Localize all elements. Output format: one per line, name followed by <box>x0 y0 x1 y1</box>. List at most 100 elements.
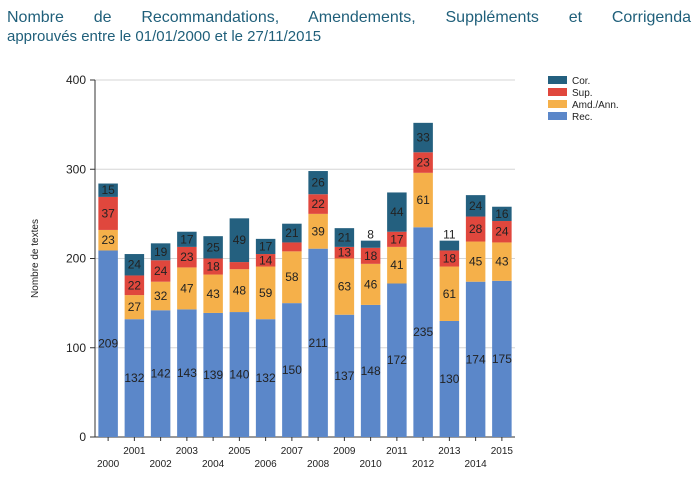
data-label: 21 <box>285 226 299 240</box>
x-tick-label: 2009 <box>333 446 356 457</box>
data-label: 143 <box>177 366 197 380</box>
data-label: 24 <box>495 225 509 239</box>
data-label: 23 <box>180 250 194 264</box>
x-tick-label: 2011 <box>386 446 408 457</box>
data-label: 43 <box>495 255 509 269</box>
data-label: 24 <box>469 199 483 213</box>
bar-segment <box>387 246 407 284</box>
bar-segment <box>124 254 145 276</box>
x-tick-label: 2001 <box>123 446 146 457</box>
bar-segment <box>439 240 460 251</box>
bar-segment <box>98 183 118 197</box>
bar-segment <box>255 238 276 255</box>
data-label: 209 <box>98 337 118 351</box>
bar-segment <box>492 206 512 222</box>
legend-swatch <box>548 100 567 108</box>
x-tick-label: 2003 <box>176 446 199 457</box>
data-label: 17 <box>259 239 273 253</box>
data-label: 137 <box>334 369 354 383</box>
x-tick-label: 2010 <box>360 459 383 470</box>
data-label: 18 <box>443 252 457 266</box>
data-label: 18 <box>364 249 378 263</box>
bar-segment <box>360 304 381 437</box>
data-label: 22 <box>128 278 142 292</box>
data-label: 45 <box>469 255 483 269</box>
bar-segment <box>387 283 407 437</box>
data-label: 47 <box>180 281 194 295</box>
bar-segment <box>465 216 486 242</box>
data-label: 18 <box>206 260 220 274</box>
bar-segment <box>334 258 355 315</box>
bar-segment <box>282 303 302 437</box>
data-label: 175 <box>492 352 512 366</box>
data-label: 150 <box>282 363 302 377</box>
bar-segment <box>465 281 486 437</box>
bar-segment <box>334 246 355 259</box>
bar-segment <box>413 227 433 437</box>
bar-segment <box>387 192 407 232</box>
legend-swatch <box>548 76 567 84</box>
data-label: 61 <box>443 287 457 301</box>
data-label: 25 <box>206 240 220 254</box>
data-label: 23 <box>101 233 115 247</box>
x-tick-label: 2000 <box>97 459 120 470</box>
bar-segment <box>150 281 171 311</box>
x-tick-label: 2015 <box>491 446 514 457</box>
data-label: 41 <box>390 258 404 272</box>
x-tick-label: 2013 <box>438 446 461 457</box>
data-label: 211 <box>309 336 328 350</box>
bar-segment <box>255 254 276 267</box>
y-tick-label: 0 <box>79 430 86 444</box>
data-label: 235 <box>413 325 433 339</box>
bar-segment <box>255 266 276 320</box>
bar-segment <box>282 223 302 243</box>
data-label: 61 <box>416 193 430 207</box>
x-tick-label: 2004 <box>202 459 225 470</box>
data-label: 148 <box>361 364 381 378</box>
chart-title: Nombre de Recommandations, Amendements, … <box>7 8 691 46</box>
chart-title-line-1: Nombre de Recommandations, Amendements, … <box>7 9 691 26</box>
bar-segment <box>255 319 276 437</box>
bar-segment <box>439 320 460 437</box>
data-label: 21 <box>338 231 352 245</box>
data-label: 174 <box>466 352 486 366</box>
data-label: 63 <box>338 280 352 294</box>
data-label: 130 <box>439 372 459 386</box>
data-label: 14 <box>259 253 273 267</box>
bar-segment <box>360 263 381 305</box>
legend-label: Amd./Ann. <box>572 100 619 111</box>
data-label: 140 <box>229 368 249 382</box>
legend-swatch <box>548 88 567 96</box>
bar-segment <box>150 310 171 437</box>
data-label: 17 <box>390 232 404 246</box>
bar-segment <box>465 195 486 217</box>
x-tick-label: 2002 <box>150 459 173 470</box>
data-label: 172 <box>387 353 407 367</box>
bar-segment <box>98 196 118 230</box>
legend-label: Rec. <box>572 112 593 123</box>
data-label: 24 <box>154 264 168 278</box>
bar-segment <box>360 247 381 264</box>
data-label: 39 <box>311 224 325 238</box>
data-label: 48 <box>233 284 247 298</box>
data-label: 139 <box>203 368 223 382</box>
data-label: 16 <box>495 207 509 221</box>
legend-label: Cor. <box>572 76 590 87</box>
y-axis-label: Nombre de textes <box>30 219 41 298</box>
data-label: 58 <box>285 270 299 284</box>
bar-segment <box>150 260 171 282</box>
bar-segment <box>229 262 250 270</box>
bar-segment <box>308 194 328 214</box>
y-tick-label: 200 <box>66 252 86 266</box>
data-label: 23 <box>416 156 430 170</box>
bar-segment <box>308 248 328 437</box>
bar-segment <box>229 269 250 313</box>
data-label: 43 <box>206 287 220 301</box>
data-label: 19 <box>154 245 168 259</box>
bar-segment <box>492 242 512 281</box>
data-label: 27 <box>128 300 142 314</box>
bar-segment <box>334 314 355 437</box>
data-label: 28 <box>469 222 483 236</box>
bar-segment <box>177 267 197 310</box>
data-label: 32 <box>154 289 168 303</box>
